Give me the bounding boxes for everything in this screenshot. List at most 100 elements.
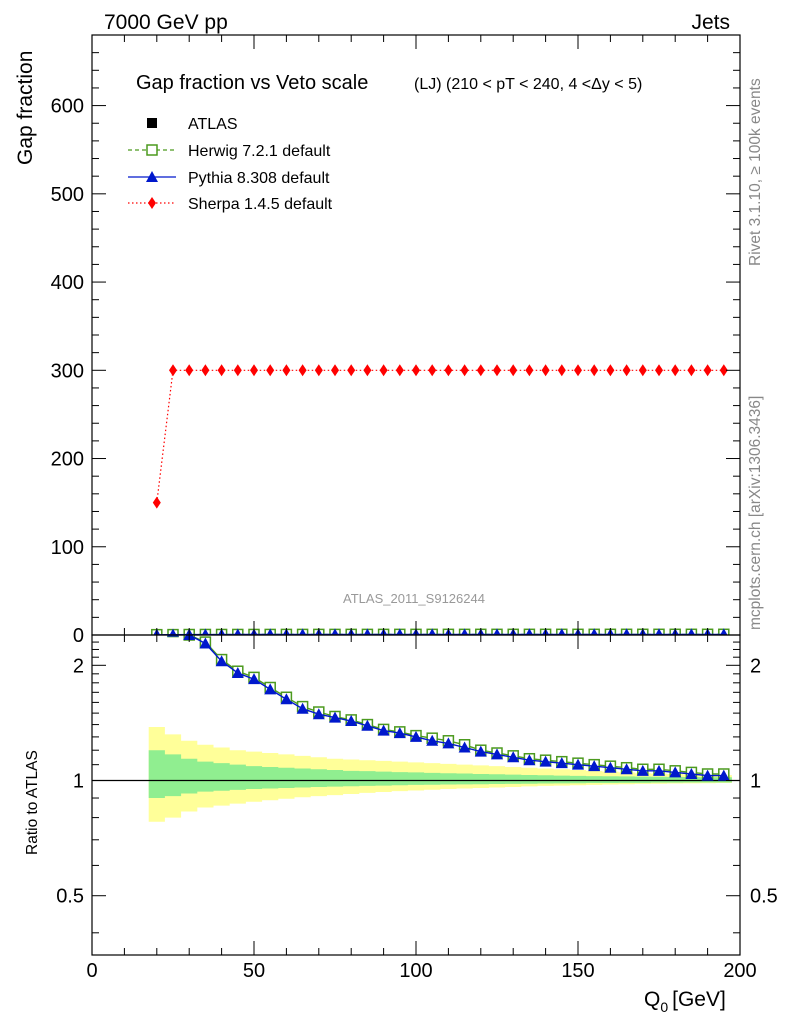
chart-title: Gap fraction vs Veto scale (136, 72, 368, 94)
ratio-point-pythia (442, 737, 455, 749)
x-tick-label: 150 (561, 960, 594, 982)
main-point-sherpa (655, 364, 663, 377)
main-point-sherpa (233, 364, 242, 377)
ratio-point-pythia (296, 702, 309, 714)
main-point-sherpa (541, 364, 550, 377)
main-point-pythia (396, 628, 404, 635)
ratio-y-label: Ratio to ATLAS (24, 750, 41, 855)
ratio-band-inner (148, 750, 732, 799)
main-y-tick-label: 100 (51, 537, 84, 559)
main-y-tick-label: 500 (51, 184, 84, 206)
legend-label-pythia: Pythia 8.308 default (188, 170, 330, 187)
main-point-sherpa (444, 364, 453, 377)
main-point-sherpa (185, 364, 194, 377)
main-point-pythia (169, 628, 177, 635)
main-point-sherpa (476, 364, 485, 377)
ratio-point-pythia (507, 751, 520, 763)
main-y-tick-label: 300 (51, 360, 84, 382)
main-point-sherpa (412, 364, 420, 377)
legend-marker-pythia (146, 171, 158, 182)
main-point-sherpa (395, 364, 404, 377)
ratio-y-axis: 0.5 0.5 1 1 2 2 (56, 641, 778, 934)
main-point-sherpa (331, 364, 339, 377)
legend-marker-herwig (146, 144, 158, 156)
main-point-sherpa (638, 364, 647, 377)
main-point-sherpa (169, 364, 177, 377)
ratio-x-axis: 0 50 100 150 200 (86, 635, 757, 982)
main-point-pythia (331, 628, 339, 635)
chart-subtitle: (LJ) (210 < pT < 240, 4 <Δy < 5) (414, 76, 642, 93)
main-point-sherpa (557, 364, 566, 377)
main-point-sherpa (379, 364, 388, 377)
ratio-point-pythia (685, 767, 698, 779)
ratio-point-pythia (474, 745, 487, 757)
main-point-pythia (525, 628, 534, 635)
main-point-pythia (493, 628, 501, 635)
main-point-pythia (234, 628, 242, 635)
process-label: Jets (691, 11, 730, 34)
ratio-point-pythia (636, 764, 649, 776)
main-point-sherpa (266, 364, 275, 377)
ratio-y-tick-label: 0.5 (56, 886, 84, 908)
main-point-sherpa (217, 364, 226, 377)
ratio-point-pythia (377, 724, 390, 736)
main-point-sherpa (622, 364, 631, 377)
main-point-sherpa (671, 364, 680, 377)
main-point-sherpa (282, 364, 291, 377)
legend-label-herwig: Herwig 7.2.1 default (188, 143, 331, 160)
ratio-point-pythia (231, 666, 244, 678)
main-point-sherpa (493, 364, 501, 377)
main-point-sherpa (428, 364, 437, 377)
x-tick-label: 0 (86, 960, 97, 982)
main-point-sherpa (525, 364, 534, 377)
main-y-tick-label: 600 (51, 96, 84, 118)
ratio-point-pythia (604, 761, 617, 773)
main-point-pythia (298, 628, 307, 635)
ratio-point-pythia (717, 769, 730, 781)
x-axis-label: Q0 [GeV] (644, 988, 726, 1015)
main-point-pythia (622, 628, 631, 635)
main-x-ticks (91, 35, 741, 635)
main-point-pythia (363, 628, 372, 635)
ratio-point-pythia (458, 741, 471, 753)
main-point-sherpa (509, 364, 518, 377)
ratio-point-pythia (701, 769, 714, 781)
ratio-point-pythia (280, 693, 293, 705)
ratio-point-pythia (555, 757, 568, 769)
main-point-pythia (590, 628, 598, 635)
ratio-point-pythia (361, 719, 374, 731)
ratio-point-pythia (426, 734, 439, 746)
mcplots-label: mcplots.cern.ch [arXiv:1306.3436] (747, 396, 764, 630)
ratio-point-pythia (620, 763, 633, 775)
ratio-point-pythia (215, 655, 228, 667)
ratio-point-pythia (248, 673, 260, 685)
legend-label-sherpa: Sherpa 1.4.5 default (188, 196, 333, 213)
ratio-point-pythia (539, 755, 552, 767)
main-point-sherpa (460, 364, 469, 377)
legend-label-atlas: ATLAS (188, 116, 238, 133)
main-y-tick-label: 0 (73, 625, 84, 647)
main-point-sherpa (314, 364, 323, 377)
main-point-sherpa (703, 364, 712, 377)
ratio-point-pythia (588, 760, 601, 772)
main-y-tick-label: 200 (51, 449, 84, 471)
x-tick-label: 100 (399, 960, 432, 982)
main-point-sherpa (363, 364, 372, 377)
ratio-y-tick-label-right: 1 (750, 771, 761, 793)
ratio-point-pythia (410, 730, 422, 742)
main-point-sherpa (250, 364, 258, 377)
x-tick-label: 50 (243, 960, 265, 982)
main-point-sherpa (719, 364, 728, 377)
analysis-watermark: ATLAS_2011_S9126244 (343, 591, 485, 606)
ratio-panel: 0.5 0.5 1 1 2 2 0 50 100 150 200 Ratio to ATLAS Q… (24, 634, 778, 1015)
main-line-sherpa (156, 369, 724, 503)
ratio-point-pythia (264, 683, 277, 695)
main-point-pythia (687, 628, 696, 635)
main-point-pythia (428, 628, 436, 635)
ratio-point-pythia (345, 715, 358, 727)
ratio-point-pythia (523, 754, 536, 766)
ratio-y-tick-label-right: 2 (750, 655, 761, 677)
legend-marker-sherpa (148, 197, 156, 209)
main-point-sherpa (606, 364, 615, 377)
